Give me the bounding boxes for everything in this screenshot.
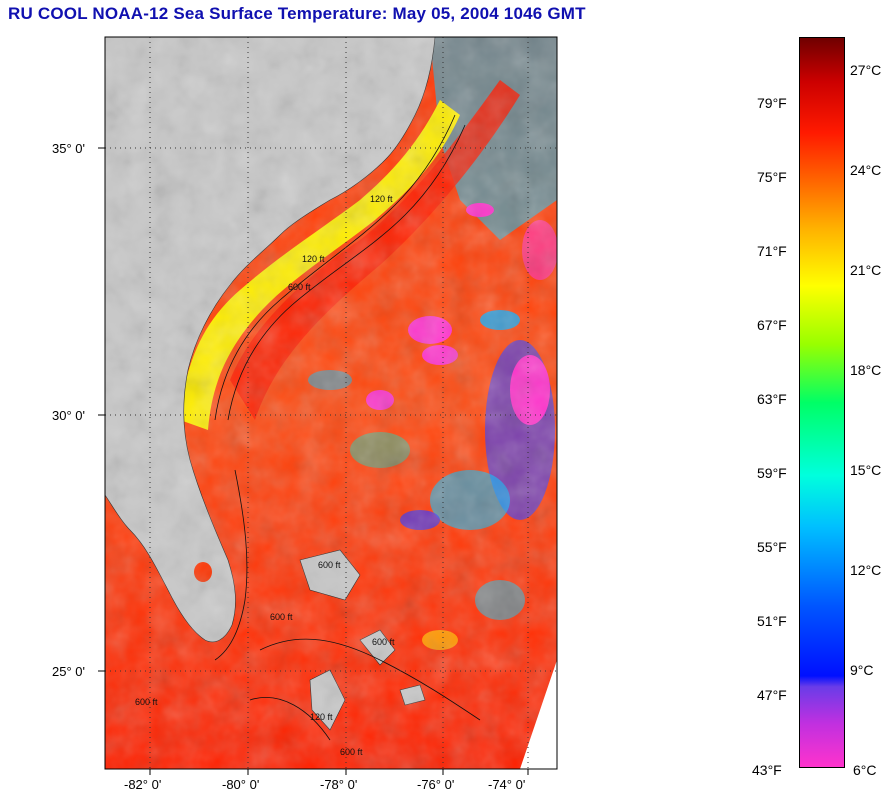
lat-label: 25° 0' [52,664,85,679]
contour-label: 600 ft [135,697,158,707]
colorbar-label-c: 18°C [850,362,882,378]
colorbar-label-f: 71°F [757,243,787,259]
no-data-region [520,660,557,769]
contour-label: 600 ft [340,747,363,757]
isobath-contours [214,114,481,741]
temperature-colorbar [799,37,845,768]
graticule [105,37,557,769]
lon-label: -74° 0' [488,777,525,792]
colorbar-label-c: 12°C [850,562,882,578]
contour-label: 120 ft [370,194,393,204]
contour-label: 600 ft [372,637,395,647]
colorbar-label-c: 24°C [850,162,882,178]
contour-label: 600 ft [318,560,341,570]
lon-label: -80° 0' [222,777,259,792]
lat-label: 30° 0' [52,408,85,423]
colorbar-label-f: 79°F [757,95,787,111]
lon-label: -78° 0' [320,777,357,792]
colorbar-label-f: 59°F [757,465,787,481]
lat-label: 35° 0' [52,141,85,156]
lon-label: -82° 0' [124,777,161,792]
colorbar-label-f: 47°F [757,687,787,703]
lon-label: -76° 0' [417,777,454,792]
map-frame [104,36,558,770]
contour-label: 600 ft [270,612,293,622]
colorbar-label-f: 63°F [757,391,787,407]
colorbar-label-c: 27°C [850,62,882,78]
colorbar-label-f: 67°F [757,317,787,333]
colorbar-label-c: 21°C [850,262,882,278]
colorbar-label-f: 55°F [757,539,787,555]
contour-label: 600 ft [288,282,311,292]
colorbar-label-c: 6°C [853,762,877,778]
colorbar-label-c: 9°C [850,662,874,678]
colorbar-label-f: 75°F [757,169,787,185]
colorbar-label-f: 51°F [757,613,787,629]
contour-label: 120 ft [302,254,325,264]
colorbar-label-f: 43°F [752,762,782,778]
page-title: RU COOL NOAA-12 Sea Surface Temperature:… [8,4,586,23]
contour-label: 120 ft [310,712,333,722]
colorbar-label-c: 15°C [850,462,882,478]
